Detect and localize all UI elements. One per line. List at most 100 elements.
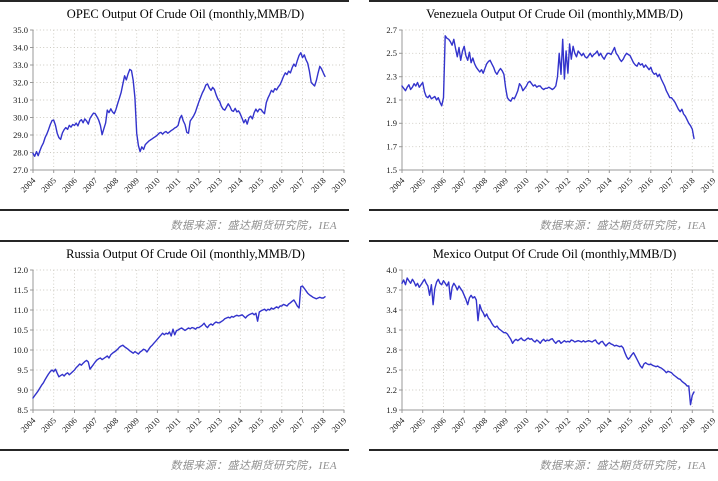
x-tick-label: 2012 [184,415,203,434]
y-tick-label: 3.4 [386,305,397,315]
source-note-row: 数据来源：盛达期货研究院，IEA [369,449,718,480]
x-tick-label: 2008 [101,415,120,434]
y-tick-label: 11.5 [13,285,28,295]
grid-lines [33,29,345,170]
x-tick-label: 2019 [329,415,348,434]
y-tick-label: 1.9 [386,405,397,415]
x-tick-label: 2009 [122,415,141,434]
y-tick-label: 10.0 [13,345,28,355]
y-axis: 1.5 1.7 1.9 2.1 2.3 2.5 2.7 [386,25,403,175]
x-tick-label: 2012 [553,175,572,194]
x-tick-label: 2005 [39,415,58,434]
data-series-line [401,277,695,406]
x-tick-label: 2014 [595,175,615,195]
x-tick-label: 2015 [615,175,634,194]
x-tick-label: 2011 [533,415,552,434]
x-tick-label: 2014 [226,415,246,435]
x-tick-label: 2009 [491,415,510,434]
line-chart-mexico: 1.9 2.2 2.5 2.8 3.1 3.4 3.7 4.0 2004 2005 2006 2007… [386,265,717,435]
x-tick-label: 2019 [698,175,717,194]
x-tick-label: 2007 [81,415,100,434]
x-tick-label: 2007 [81,175,100,194]
x-tick-label: 2016 [636,415,655,434]
x-tick-label: 2019 [329,175,348,194]
y-tick-label: 31.0 [13,95,28,105]
x-tick-label: 2016 [267,415,286,434]
x-axis: 2004 2005 2006 2007 2008 2009 2010 2011 2012 2013… [387,409,717,435]
y-tick-label: 34.0 [13,42,28,52]
line-chart-opec: 27.0 28.0 29.0 30.0 31.0 32.0 33.0 34.0 35.0 2004… [13,25,348,195]
x-tick-label: 2018 [309,175,328,194]
x-tick-label: 2010 [512,175,531,194]
x-tick-label: 2015 [615,415,634,434]
x-axis: 2004 2005 2006 2007 2008 2009 2010 2011 2012 2013… [387,169,717,195]
x-tick-label: 2017 [288,175,307,194]
y-axis: 27.0 28.0 29.0 30.0 31.0 32.0 33.0 34.0 35.0 [13,25,34,175]
x-tick-label: 2013 [205,415,224,434]
x-tick-label: 2007 [450,415,469,434]
x-tick-label: 2013 [205,175,224,194]
x-axis: 2004 2005 2006 2007 2008 2009 2010 2011 2012 2013… [18,169,348,195]
x-tick-label: 2017 [657,175,676,194]
x-tick-label: 2008 [470,175,489,194]
data-source-note: 数据来源：盛达期货研究院，IEA [170,460,337,472]
x-tick-label: 2006 [429,415,448,434]
y-tick-label: 3.7 [386,285,397,295]
y-tick-label: 2.5 [386,48,397,58]
y-tick-label: 3.1 [386,325,397,335]
data-source-note: 数据来源：盛达期货研究院，IEA [539,220,706,232]
grid-lines [402,29,714,170]
y-tick-label: 2.2 [386,385,397,395]
x-tick-label: 2004 [387,415,407,435]
x-tick-label: 2011 [533,175,552,194]
x-tick-label: 2011 [164,175,183,194]
y-tick-label: 2.8 [386,345,397,355]
chart-panel-opec: OPEC Output Of Crude Oil (monthly,MMB/D)… [0,0,349,240]
data-source-note: 数据来源：盛达期货研究院，IEA [539,460,706,472]
y-tick-label: 9.0 [17,385,28,395]
y-tick-label: 4.0 [386,265,397,275]
y-tick-label: 8.5 [17,405,28,415]
x-tick-label: 2004 [18,175,38,195]
x-tick-label: 2004 [387,175,407,195]
source-note-row: 数据来源：盛达期货研究院，IEA [369,209,718,240]
chart-panel-venezuela: Venezuela Output Of Crude Oil (monthly,M… [369,0,718,240]
y-tick-label: 11.0 [13,305,28,315]
y-tick-label: 2.3 [386,72,397,82]
x-tick-label: 2012 [184,175,203,194]
chart-title-venezuela: Venezuela Output Of Crude Oil (monthly,M… [426,7,683,21]
y-tick-label: 1.5 [386,165,397,175]
data-series-line [32,52,326,158]
x-tick-label: 2018 [309,415,328,434]
x-tick-label: 2010 [143,415,162,434]
x-tick-label: 2015 [246,175,265,194]
data-source-note: 数据来源：盛达期货研究院，IEA [170,220,337,232]
x-tick-label: 2016 [267,175,286,194]
x-tick-label: 2006 [429,175,448,194]
x-tick-label: 2008 [101,175,120,194]
x-tick-label: 2013 [574,415,593,434]
y-tick-label: 12.0 [13,265,28,275]
data-series-line [401,35,695,140]
y-tick-label: 2.7 [386,25,397,35]
x-tick-label: 2008 [470,415,489,434]
x-tick-label: 2005 [408,175,427,194]
x-tick-label: 2018 [678,415,697,434]
y-tick-label: 35.0 [13,25,28,35]
y-axis: 8.5 9.0 9.5 10.0 10.5 11.0 11.5 12.0 [13,265,34,415]
y-tick-label: 33.0 [13,60,28,70]
x-tick-label: 2009 [491,175,510,194]
x-tick-label: 2019 [698,415,717,434]
y-tick-label: 27.0 [13,165,28,175]
source-note-row: 数据来源：盛达期货研究院，IEA [0,209,349,240]
grid-lines [402,269,714,410]
x-tick-label: 2018 [678,175,697,194]
y-axis: 1.9 2.2 2.5 2.8 3.1 3.4 3.7 4.0 [386,265,403,415]
chart-title-opec: OPEC Output Of Crude Oil (monthly,MMB/D) [66,7,305,21]
y-tick-label: 2.5 [386,365,397,375]
y-tick-label: 1.7 [386,142,397,152]
chart-panel-russia: Russia Output Of Crude Oil (monthly,MMB/… [0,240,349,480]
x-tick-label: 2017 [657,415,676,434]
